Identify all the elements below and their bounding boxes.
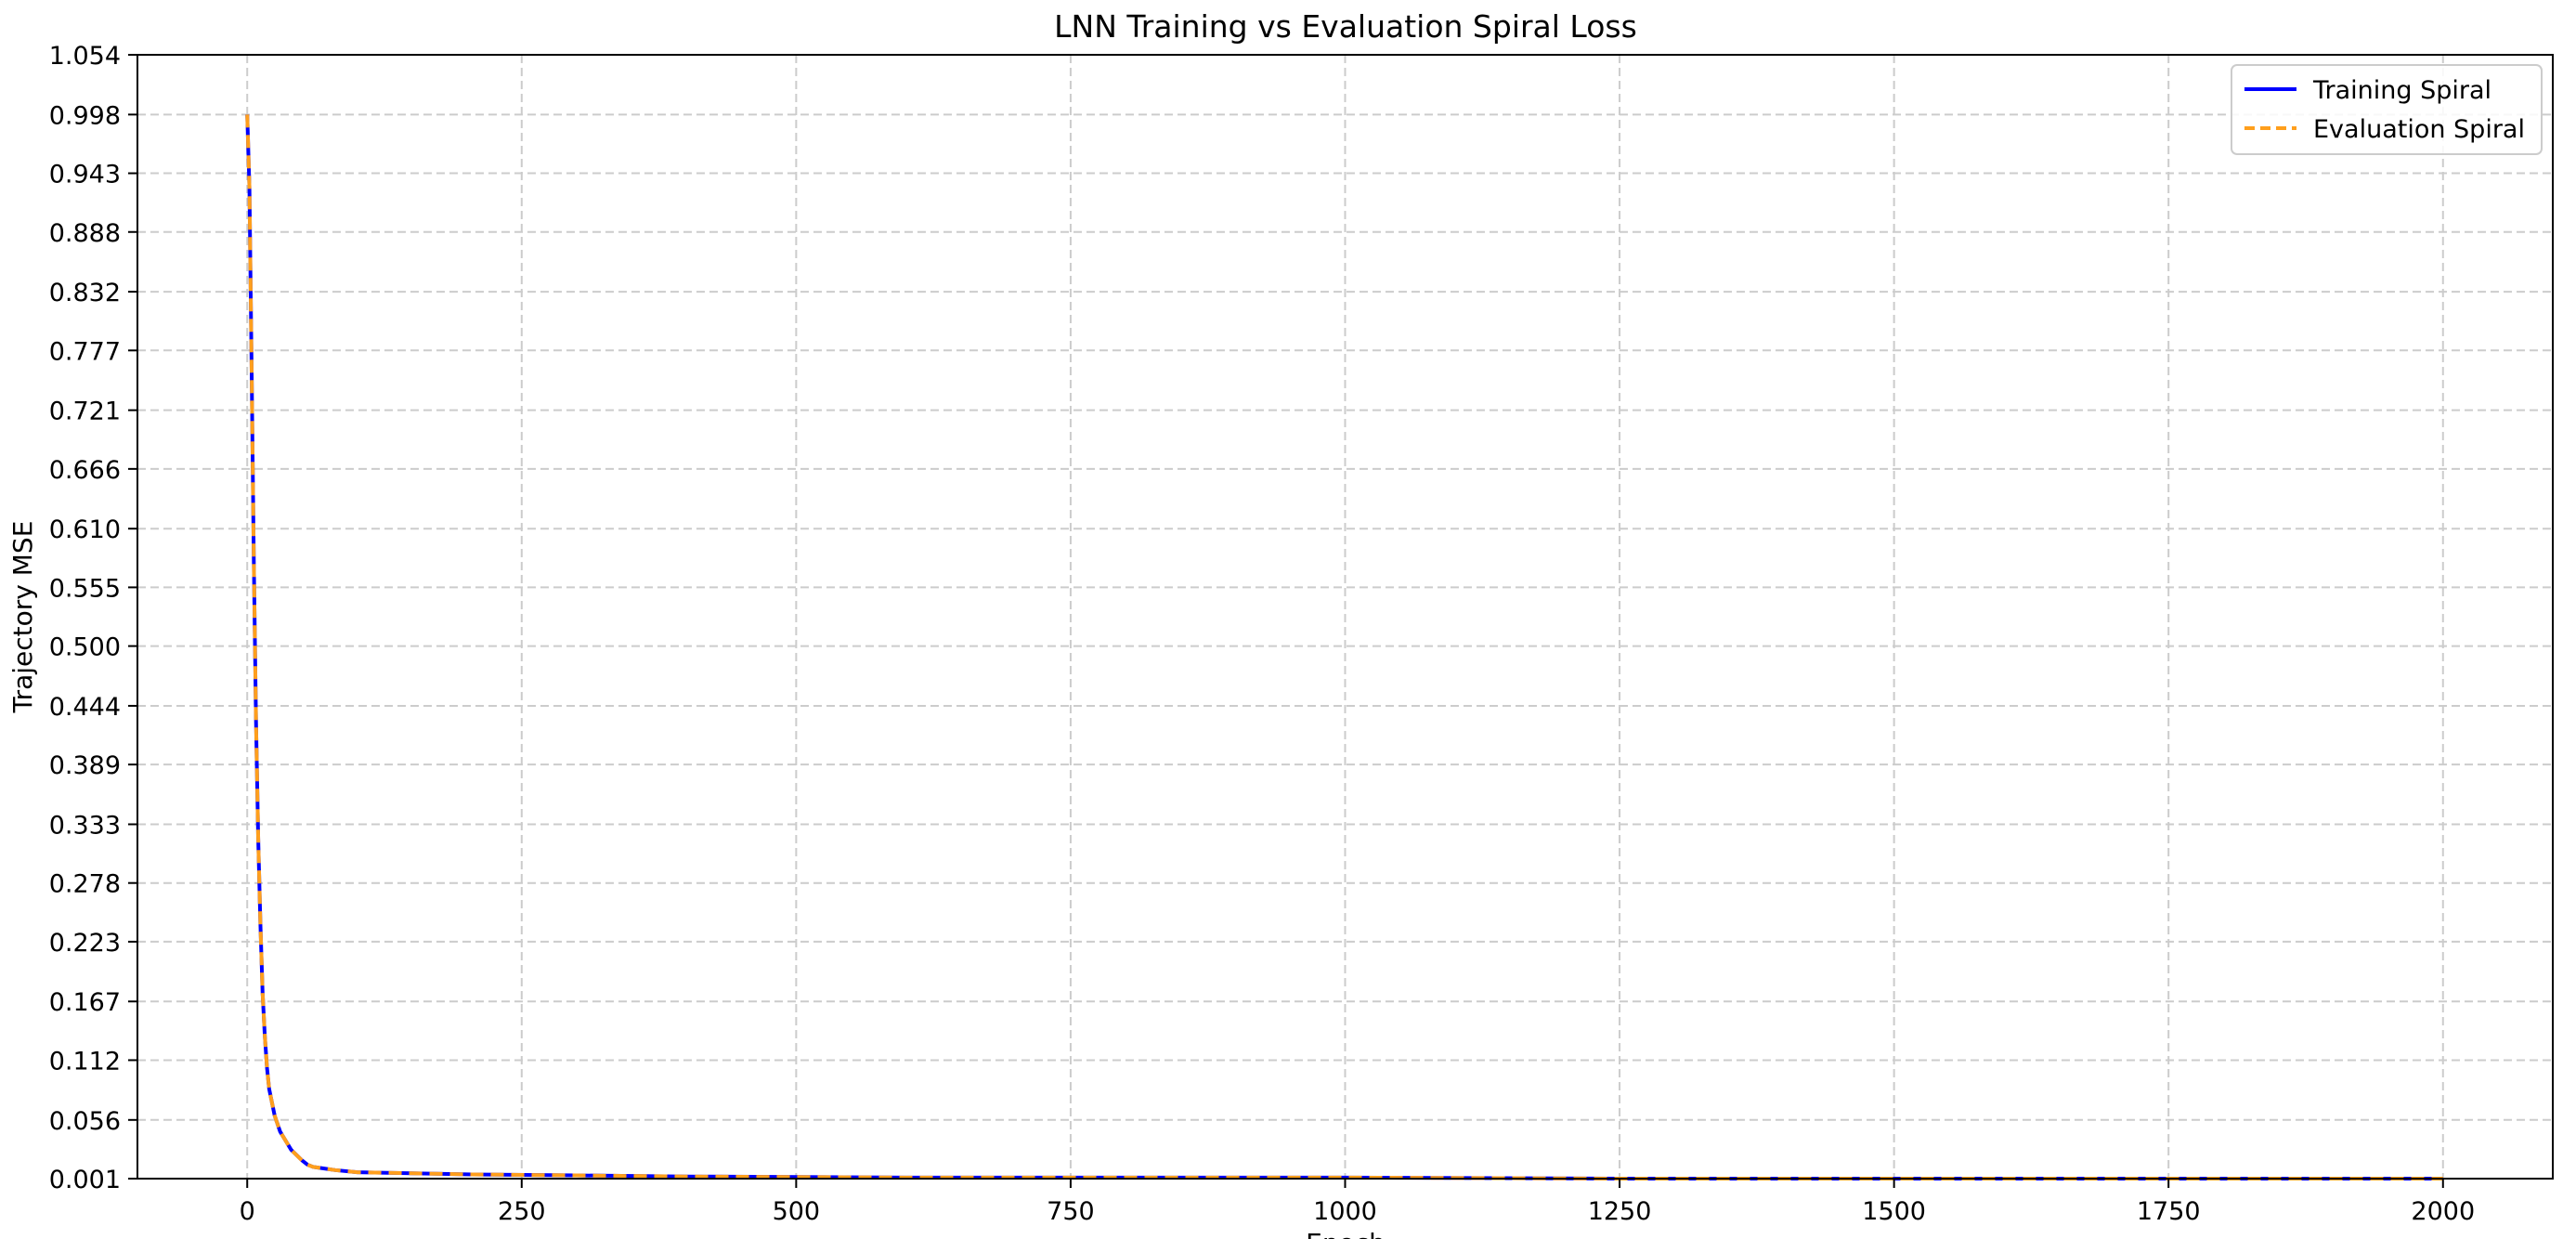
x-axis-label: Epoch (1306, 1228, 1386, 1239)
y-axis-label: Trajectory MSE (7, 521, 38, 714)
y-tick-label: 0.943 (49, 161, 121, 189)
x-tick-label: 1750 (2137, 1197, 2201, 1226)
series-layer (245, 114, 2443, 1180)
y-tick-label: 0.610 (49, 515, 121, 544)
y-tick-label: 0.278 (49, 870, 121, 899)
y-tick-label: 0.998 (49, 101, 121, 130)
y-tick-label: 0.555 (49, 574, 121, 603)
y-tick-label: 0.777 (49, 337, 121, 366)
legend-label: Training Spiral (2312, 76, 2491, 105)
chart-title: LNN Training vs Evaluation Spiral Loss (1054, 8, 1637, 45)
legend: Training Spiral Evaluation Spiral (2231, 64, 2543, 155)
y-tick-label: 0.832 (49, 279, 121, 307)
y-tick-label: 0.389 (49, 751, 121, 780)
x-tick-label: 1250 (1588, 1197, 1652, 1226)
x-tick-label: 500 (773, 1197, 821, 1226)
y-tick-label: 0.056 (49, 1107, 121, 1136)
legend-box (2231, 64, 2543, 155)
x-tick-label: 2000 (2411, 1197, 2475, 1226)
x-tick-label: 750 (1047, 1197, 1095, 1226)
y-tick-label: 0.888 (49, 219, 121, 248)
y-tick-label: 0.333 (49, 811, 121, 840)
y-tick-label: 0.444 (49, 693, 121, 722)
grid (137, 54, 2553, 1180)
y-tick-label: 0.721 (49, 398, 121, 426)
y-tick-label: 0.001 (49, 1166, 121, 1194)
series-line-evaluation-spiral (245, 114, 2443, 1180)
x-tick-label: 1500 (1862, 1197, 1926, 1226)
y-axis: 0.001 0.056 0.112 0.167 0.223 0.278 0.333 0.389… (49, 42, 137, 1194)
y-tick-label: 0.223 (49, 929, 121, 958)
y-tick-label: 0.112 (49, 1047, 121, 1076)
x-tick-label: 250 (498, 1197, 546, 1226)
y-tick-label: 1.054 (49, 42, 121, 71)
x-tick-label: 1000 (1313, 1197, 1377, 1226)
x-tick-label: 0 (240, 1197, 255, 1226)
y-tick-label: 0.167 (49, 988, 121, 1017)
x-axis: 0 250 500 750 1000 1250 1500 1750 2000 (240, 1179, 2475, 1226)
y-tick-label: 0.666 (49, 456, 121, 485)
legend-label: Evaluation Spiral (2313, 115, 2525, 144)
y-tick-label: 0.500 (49, 633, 121, 662)
